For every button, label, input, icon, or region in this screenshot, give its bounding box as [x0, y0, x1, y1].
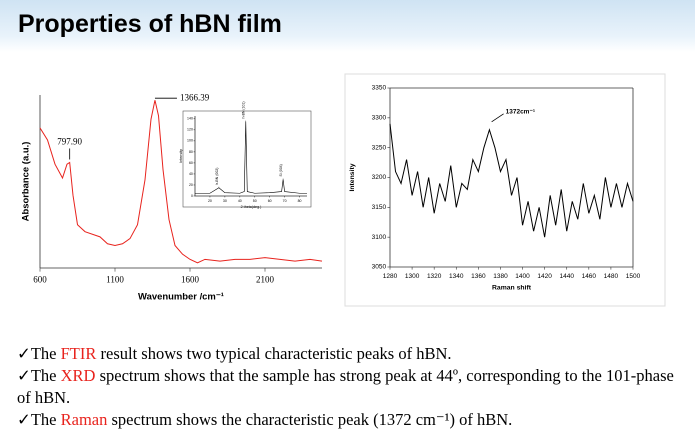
y-tick-label: 60 — [189, 161, 193, 165]
annotation: h-BN (101) — [242, 101, 246, 118]
y-tick-label: 3200 — [372, 174, 387, 181]
bullet: ✓The FTIR result shows two typical chara… — [17, 343, 687, 365]
data-line — [195, 121, 307, 194]
y-tick-label: 3250 — [372, 144, 387, 151]
y-tick-label: 80 — [189, 150, 193, 154]
x-tick-label: 1340 — [449, 273, 464, 280]
x-tick-label: 60 — [268, 199, 272, 203]
bullet: ✓The XRD spectrum shows that the sample … — [17, 365, 687, 409]
x-tick-label: 1360 — [471, 273, 486, 280]
data-line — [389, 123, 634, 238]
bullet-text: spectrum shows that the sample has stron… — [17, 366, 674, 407]
highlight: XRD — [60, 366, 96, 385]
title: Properties of hBN film — [18, 10, 282, 38]
chart-frame — [344, 73, 666, 307]
y-tick-label: 3150 — [372, 204, 387, 211]
highlight: FTIR — [60, 344, 97, 363]
x-tick-label: 1100 — [106, 275, 124, 285]
bullet-list: ✓The FTIR result shows two typical chara… — [17, 343, 687, 431]
x-tick-label: 2100 — [256, 275, 275, 285]
x-tick-label: 70 — [283, 199, 287, 203]
x-tick-label: 80 — [298, 199, 302, 203]
bullet-text: ✓The — [17, 344, 61, 363]
y-tick-label: 120 — [187, 128, 193, 132]
y-axis-label: Absorbance (a.u.) — [21, 142, 32, 222]
x-tick-label: 1600 — [181, 275, 200, 285]
bullet-text: spectrum shows the characteristic peak (… — [107, 410, 513, 429]
annotation: h-BN (002) — [215, 168, 219, 185]
x-tick-label: 50 — [253, 199, 257, 203]
x-tick-label: 1500 — [626, 273, 641, 280]
x-tick-label: 1300 — [405, 273, 420, 280]
y-tick-label: 100 — [187, 139, 193, 143]
y-tick-label: 3350 — [372, 85, 387, 92]
chart: 1280 1300 1320 1340 1360 1380 1400 1420 1440 1460… — [349, 85, 641, 292]
x-tick-label: 20 — [208, 199, 212, 203]
chart: 20 30 40 50 60 70 80 0 20 40 60 80 100 120 140 2 theta(… — [179, 101, 307, 209]
x-tick-label: 600 — [33, 275, 47, 285]
x-axis-label: 2 theta(deg.) — [241, 205, 262, 209]
highlight: Raman — [60, 410, 108, 429]
y-axis-label: Intensity — [349, 163, 356, 191]
x-tick-label: 1400 — [515, 273, 530, 280]
annotation: 1366.39 — [180, 92, 210, 102]
x-tick-label: 1320 — [427, 273, 442, 280]
header: Properties of hBN film — [0, 0, 695, 52]
y-tick-label: 3300 — [372, 115, 387, 122]
y-tick-label: 3050 — [372, 264, 387, 271]
bullet-text: ✓The — [17, 366, 61, 385]
x-tick-label: 40 — [238, 199, 242, 203]
x-tick-label: 1460 — [582, 273, 597, 280]
y-tick-label: 140 — [187, 117, 193, 121]
annotation: Si (004) — [279, 164, 283, 176]
annotation-arrow — [491, 113, 504, 123]
x-tick-label: 1280 — [383, 273, 398, 280]
y-tick-label: 0 — [191, 194, 193, 198]
bullet-text: ✓The — [17, 410, 61, 429]
x-tick-label: 1380 — [493, 273, 508, 280]
x-axis-label: Wavenumber /cm⁻¹ — [138, 291, 224, 302]
x-tick-label: 1440 — [559, 273, 574, 280]
x-tick-label: 1420 — [537, 273, 552, 280]
y-tick-label: 40 — [189, 172, 193, 176]
y-tick-label: 20 — [189, 183, 193, 187]
y-axis-label: Intensity — [179, 149, 183, 163]
x-tick-label: 30 — [223, 199, 227, 203]
y-tick-label: 3100 — [372, 234, 387, 241]
annotation: 797.90 — [57, 137, 82, 147]
data-line — [39, 100, 323, 264]
annotation: 1372cm⁻¹ — [506, 109, 535, 116]
bullet-text: result shows two typical characteristic … — [96, 344, 452, 363]
x-tick-label: 1480 — [604, 273, 619, 280]
x-axis-label: Raman shift — [492, 285, 532, 292]
bullet: ✓The Raman spectrum shows the characteri… — [17, 409, 687, 431]
